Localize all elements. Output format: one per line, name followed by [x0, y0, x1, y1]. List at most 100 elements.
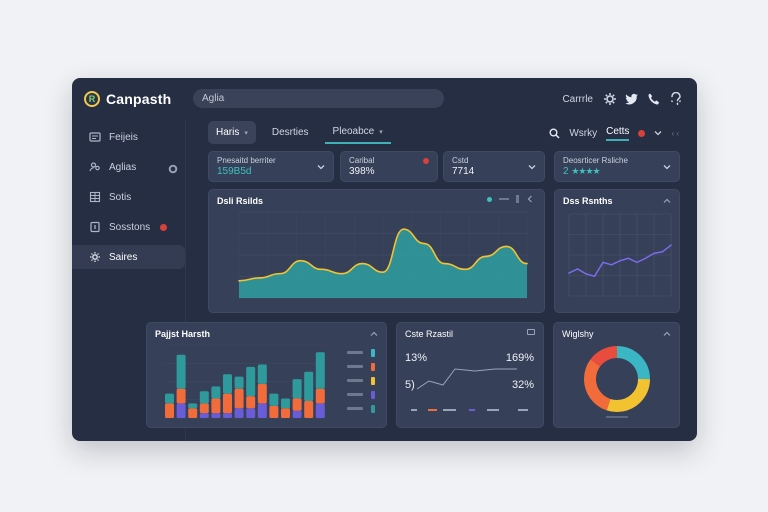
chevron-down-icon[interactable]: [654, 129, 662, 137]
bar: [292, 410, 302, 418]
bar: [211, 398, 221, 414]
legend-label-placeholder: [347, 379, 363, 382]
bar: [165, 403, 174, 418]
data-point: [505, 245, 508, 248]
data-point: [443, 262, 446, 265]
chevron-up-icon[interactable]: [663, 197, 671, 205]
search-icon[interactable]: [549, 128, 560, 139]
settings-icon[interactable]: [603, 92, 617, 106]
stat-value: 7714: [452, 166, 475, 177]
data-point: [653, 252, 655, 255]
bar: [304, 400, 314, 418]
stat-card-2[interactable]: Caribal 398%: [340, 151, 438, 182]
bar: [211, 413, 221, 418]
stat-card-3[interactable]: Cstd 7714: [443, 151, 545, 182]
stat-number: 2: [563, 166, 569, 177]
bar: [292, 379, 302, 399]
main-chart-panel: Dsli Rsilds: [208, 189, 545, 313]
sidebar-item-label: Saires: [109, 251, 138, 263]
legend-marker-5: [487, 409, 499, 411]
data-point: [585, 273, 587, 275]
data-point: [341, 272, 343, 275]
bar: [199, 403, 209, 414]
chevron-down-icon[interactable]: [528, 163, 536, 171]
chevron-down-icon[interactable]: [317, 163, 325, 171]
sidebar-item-aglias[interactable]: Aglias: [72, 155, 185, 179]
data-point: [423, 242, 425, 245]
donut-caption-line: [606, 416, 628, 418]
tab-label: Pleoabce: [332, 126, 375, 137]
alert-dot: [423, 158, 429, 164]
tab-haris[interactable]: Haris ▾: [208, 121, 256, 144]
sidebar-item-saires[interactable]: Saires: [72, 245, 185, 269]
phone-icon[interactable]: [647, 92, 661, 106]
search-input[interactable]: Aglia: [193, 89, 444, 108]
chevron-up-icon[interactable]: [370, 330, 378, 338]
data-point: [602, 261, 604, 264]
legend-label-placeholder: [347, 351, 363, 354]
app-window: R Canpasth Aglia Carrrle Feijeis Aglias …: [72, 78, 697, 441]
data-point: [464, 268, 467, 271]
top-right-controls: Carrrle: [562, 90, 683, 108]
help-icon[interactable]: [669, 92, 683, 106]
stat-card-1[interactable]: Pnesaitd berriter 159B5d: [208, 151, 334, 182]
bar: [246, 366, 256, 397]
data-point: [636, 261, 638, 264]
legend-swatch: [371, 391, 375, 399]
stat-card-4[interactable]: Deosrticer Rsliche 2 ★★★★: [554, 151, 680, 182]
bar: [234, 388, 244, 409]
cash-stat-1: 13%: [405, 352, 428, 364]
side-chart-panel: Dss Rsnths: [554, 189, 680, 313]
top-label[interactable]: Carrrle: [562, 93, 593, 105]
area-chart: [238, 211, 528, 299]
sidebar-item-sotis[interactable]: Sotis: [72, 185, 185, 209]
alert-badge: [638, 129, 646, 137]
legend-label-placeholder: [347, 407, 363, 410]
bar: [176, 403, 186, 418]
legend-label-placeholder: [347, 365, 363, 368]
chevron-down-icon: ▾: [244, 129, 248, 137]
window-icon[interactable]: [527, 329, 535, 335]
tab-pleoabce[interactable]: Pleoabce ▾: [324, 121, 391, 144]
search-label[interactable]: Wsrky: [569, 127, 598, 139]
chevron-down-icon[interactable]: [663, 163, 671, 171]
stat-label: Caribal: [349, 156, 375, 165]
chart-controls: [487, 195, 534, 203]
minimize-icon[interactable]: [499, 198, 509, 200]
data-point: [279, 272, 281, 275]
stat-label: Deosrticer Rsliche: [563, 156, 628, 165]
bar: [234, 376, 244, 389]
chevron-up-icon[interactable]: [663, 330, 671, 338]
bar: [199, 391, 209, 404]
stat-value: 159B5d: [217, 166, 252, 177]
sidebar-item-sessions[interactable]: Sosstons: [72, 215, 185, 239]
bar: [234, 408, 244, 418]
brand-logo-icon: R: [84, 91, 100, 107]
brand[interactable]: R Canpasth: [84, 89, 171, 109]
view-tabs: Haris ▾ Desrties Pleoabce ▾: [208, 121, 391, 144]
data-point: [258, 277, 261, 279]
panel-title: Pajjst Harsth: [155, 329, 211, 339]
donut-slice: [584, 346, 650, 412]
stat-value: 398%: [349, 166, 375, 177]
more-icon[interactable]: [516, 195, 519, 203]
settings-small-icon[interactable]: [167, 163, 179, 175]
sessions-icon: [90, 221, 100, 233]
twitter-icon[interactable]: [625, 92, 639, 106]
sidebar-item-label: Aglias: [109, 161, 137, 173]
more-icon[interactable]: ‹ ‹: [671, 128, 679, 138]
bar: [223, 413, 232, 418]
bar: [304, 371, 314, 401]
bar: [281, 398, 290, 409]
series-toggle-icon[interactable]: [487, 196, 492, 202]
bar: [315, 388, 325, 404]
chevron-left-icon[interactable]: [526, 195, 534, 203]
sparkline: [411, 368, 528, 411]
bar: [246, 396, 256, 409]
tab-desrties[interactable]: Desrties: [264, 121, 317, 144]
legend-marker-4: [469, 409, 475, 411]
cells-button[interactable]: Cetts: [606, 126, 630, 141]
sidebar-item-projects[interactable]: Feijeis: [72, 125, 185, 149]
bar: [211, 386, 221, 399]
bar: [188, 403, 198, 409]
